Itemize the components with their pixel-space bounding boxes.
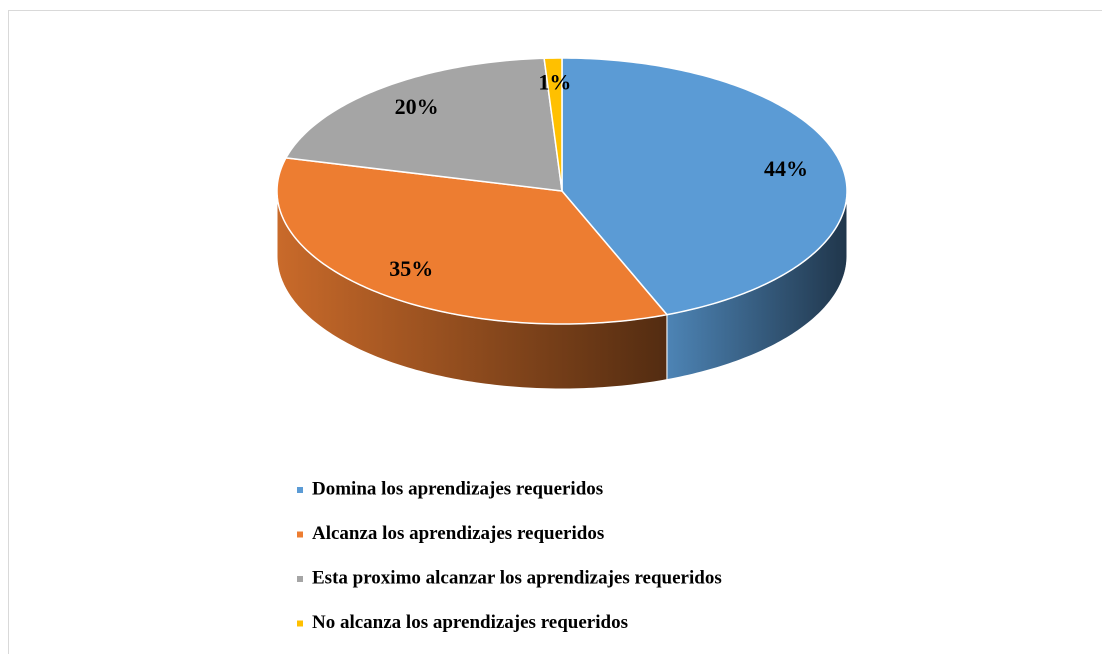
- data-label: 35%: [389, 256, 433, 281]
- chart-frame: [8, 10, 1102, 654]
- legend-swatch: [297, 487, 303, 493]
- legend-swatch: [297, 531, 303, 538]
- legend-label: Alcanza los aprendizajes requeridos: [312, 523, 604, 544]
- legend-label: Domina los aprendizajes requeridos: [312, 478, 603, 499]
- data-label: 1%: [538, 70, 571, 95]
- pie-slice: [561, 57, 848, 316]
- data-label: 20%: [395, 94, 439, 119]
- pie-slice: [284, 57, 563, 192]
- pie-slice: [543, 57, 563, 192]
- legend-label: Esta proximo alcanzar los aprendizajes r…: [312, 567, 722, 588]
- legend-swatch: [297, 576, 303, 582]
- pie-slice: [276, 157, 669, 325]
- legend-swatch: [297, 620, 303, 627]
- legend-label: No alcanza los aprendizajes requeridos: [312, 612, 628, 633]
- data-label: 44%: [764, 156, 808, 181]
